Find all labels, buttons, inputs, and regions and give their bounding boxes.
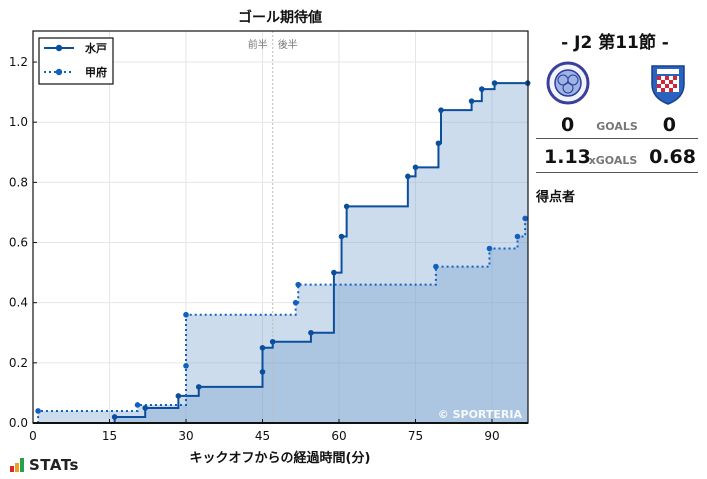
axis-ticks: 0 15 30 45 60 75 90 0.0 0.2 0.4 0.6 0.8 1.0 1.2	[9, 55, 528, 443]
brand-bars-icon	[10, 458, 24, 472]
series-lines	[33, 80, 531, 424]
match-summary-panel: - J2 第11節 - 0 GOALS 0 1.13 xGOALS 0.68 得…	[530, 20, 707, 220]
chart-title: ゴール期待値	[238, 9, 322, 26]
second-half-label: 後半	[278, 38, 298, 51]
svg-text:0.4: 0.4	[9, 296, 28, 310]
legend: 水戸 甲府	[38, 37, 114, 85]
legend-label-away: 甲府	[85, 65, 107, 79]
svg-text:45: 45	[255, 429, 270, 443]
legend-marker-away	[55, 68, 63, 76]
goals-label: GOALS	[596, 120, 638, 133]
away-team-crest-icon	[651, 65, 685, 105]
scorers-heading: 得点者	[536, 190, 576, 205]
svg-text:60: 60	[331, 429, 346, 443]
first-half-label: 前半	[248, 38, 268, 51]
xg-row: 1.13 xGOALS 0.68	[536, 146, 698, 173]
svg-text:0: 0	[29, 429, 37, 443]
svg-text:0.8: 0.8	[9, 175, 28, 189]
round-title: - J2 第11節 -	[561, 33, 669, 53]
home-team-crest-icon	[546, 61, 590, 105]
stats-brand-logo: STATs	[10, 456, 79, 474]
svg-text:30: 30	[178, 429, 193, 443]
legend-label-home: 水戸	[85, 41, 107, 55]
svg-text:90: 90	[484, 429, 499, 443]
brand-name: STATs	[29, 456, 79, 474]
goals-row: 0 GOALS 0	[536, 114, 698, 139]
x-axis-label: キックオフからの経過時間(分)	[190, 450, 371, 466]
svg-text:0.6: 0.6	[9, 236, 28, 250]
svg-text:0.2: 0.2	[9, 356, 28, 370]
svg-text:15: 15	[102, 429, 117, 443]
svg-text:75: 75	[408, 429, 423, 443]
away-goals: 0	[662, 114, 676, 136]
svg-text:1.2: 1.2	[9, 55, 28, 69]
legend-marker-home	[55, 44, 63, 52]
svg-text:1.0: 1.0	[9, 115, 28, 129]
home-goals: 0	[561, 114, 575, 136]
away-xg: 0.68	[649, 146, 696, 168]
home-xg: 1.13	[544, 146, 591, 168]
xg-label: xGOALS	[588, 154, 638, 167]
area-fills	[33, 83, 528, 423]
watermark: © SPORTERIA	[438, 408, 523, 421]
svg-text:0.0: 0.0	[9, 416, 28, 430]
